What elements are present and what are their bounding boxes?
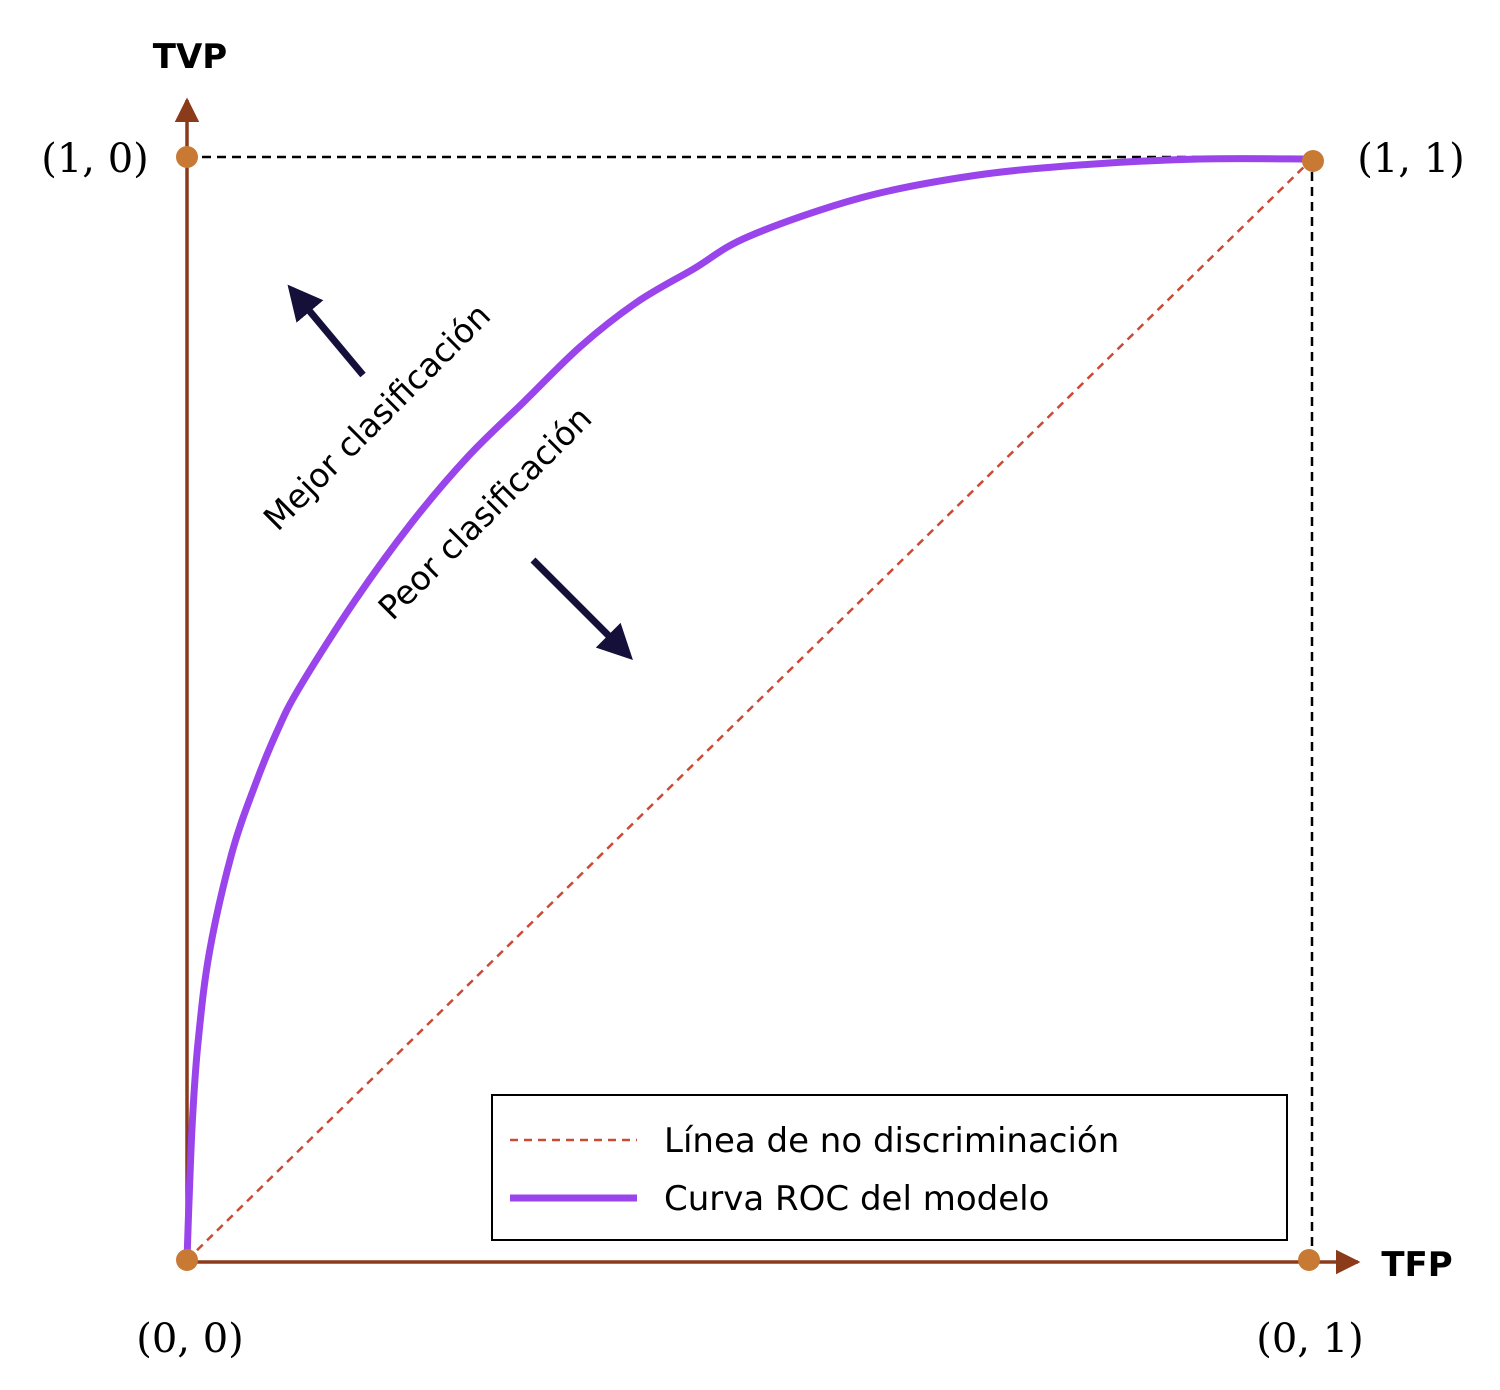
corner-point-top-right	[1302, 150, 1324, 172]
legend-label-roc-curve: Curva ROC del modelo	[664, 1179, 1049, 1219]
corner-label-bottom-right: (0, 1)	[1256, 1316, 1364, 1362]
better-classification-label: Mejor clasificación	[256, 296, 498, 538]
y-axis-title: TVP	[153, 37, 227, 77]
corner-label-top-right: (1, 1)	[1357, 136, 1465, 182]
corner-label-top-left: (1, 0)	[41, 136, 149, 182]
legend-box	[491, 1094, 1288, 1241]
corner-label-origin: (0, 0)	[136, 1316, 244, 1362]
worse-arrow	[530, 557, 633, 660]
corner-point-origin	[176, 1249, 198, 1271]
no-discrimination-line	[186, 158, 1313, 1261]
corner-point-top-left	[176, 146, 198, 168]
roc-curve	[183, 155, 1316, 1264]
legend-label-no-discrimination: Línea de no discriminación	[664, 1121, 1119, 1161]
better-arrow	[287, 284, 366, 378]
x-axis-title: TFP	[1381, 1245, 1452, 1285]
corner-point-bottom-right	[1298, 1249, 1320, 1271]
